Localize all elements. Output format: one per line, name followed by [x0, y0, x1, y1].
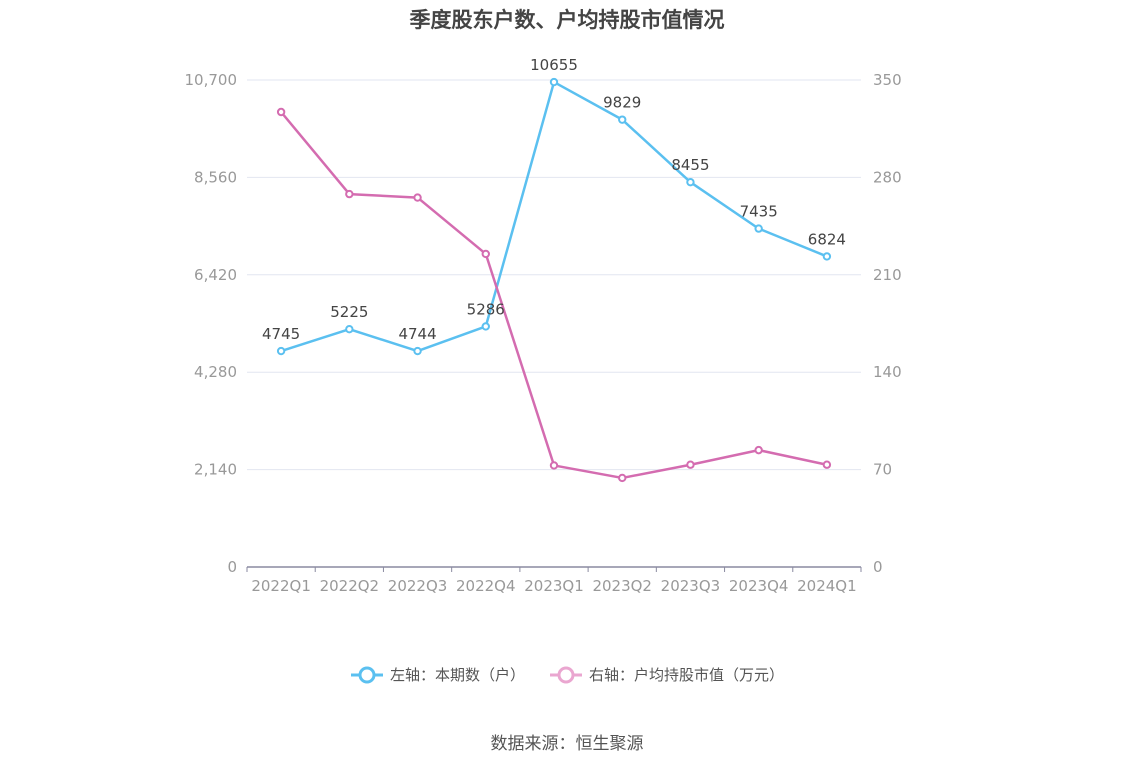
series-point-0: [618, 115, 627, 124]
left-tick-label: 2,140: [194, 461, 237, 479]
chart-title: 季度股东户数、户均持股市值情况: [409, 8, 725, 32]
left-tick-label: 6,420: [194, 266, 237, 284]
x-tick-label: 2024Q1: [797, 577, 857, 595]
right-tick-label: 140: [873, 363, 902, 381]
legend: 左轴：本期数（户） 右轴：户均持股市值（万元）: [0, 664, 1134, 685]
legend-item-left[interactable]: 左轴：本期数（户）: [350, 664, 525, 685]
axes: 0 0 2,140 70 4,280 140 6,420 210 8,560 280 10,700 3…: [185, 71, 902, 595]
right-tick-label: 70: [873, 461, 892, 479]
left-tick-label: 10,700: [185, 71, 238, 89]
left-tick-label: 8,560: [194, 168, 237, 186]
series-point-0: [481, 322, 490, 331]
grid: [247, 79, 861, 471]
line-chart: 0 0 2,140 70 4,280 140 6,420 210 8,560 280 10,700 3…: [185, 56, 902, 595]
data-label: 5286: [467, 300, 505, 318]
series-point-1: [481, 249, 490, 259]
series-point-0: [754, 224, 763, 233]
left-tick-label: 4,280: [194, 363, 237, 381]
data-label: 9829: [603, 94, 641, 112]
data-label: 7435: [740, 203, 778, 221]
source-note: 数据来源：恒生聚源: [490, 734, 644, 754]
series-point-1: [549, 461, 559, 470]
right-tick-label: 350: [873, 71, 902, 89]
data-label: 10655: [530, 56, 578, 74]
right-tick-label: 0: [873, 558, 883, 576]
legend-label-left: 左轴：本期数（户）: [389, 666, 525, 684]
right-tick-label: 280: [873, 168, 902, 186]
series: [276, 77, 832, 483]
x-tick-label: 2022Q2: [320, 577, 380, 595]
x-tick-label: 2023Q2: [592, 577, 652, 595]
series-point-0: [276, 346, 286, 356]
data-label: 6824: [808, 230, 846, 248]
data-label: 4744: [398, 325, 436, 343]
series-point-0: [549, 77, 559, 87]
series-point-0: [345, 324, 354, 334]
series-point-1: [822, 460, 832, 469]
series-point-1: [276, 107, 286, 117]
series-point-1: [413, 193, 422, 202]
series-point-0: [413, 346, 422, 356]
series-point-1: [754, 445, 763, 455]
data-label: 5225: [330, 303, 368, 321]
data-label: 4745: [262, 325, 300, 343]
series-point-0: [822, 252, 832, 261]
x-tick-label: 2023Q4: [729, 577, 789, 595]
right-tick-label: 210: [873, 266, 902, 284]
x-tick-label: 2023Q1: [524, 577, 584, 595]
left-tick-label: 0: [227, 558, 237, 576]
legend-marker-left-icon: [350, 666, 383, 683]
data-label: 8455: [671, 156, 709, 174]
x-tick-label: 2022Q4: [456, 577, 516, 595]
x-tick-label: 2022Q3: [388, 577, 448, 595]
series-point-1: [345, 189, 354, 199]
series-point-1: [618, 473, 627, 483]
series-line-1: [280, 111, 828, 480]
legend-marker-right-icon: [550, 666, 582, 683]
legend-label-right: 右轴：户均持股市值（万元）: [589, 666, 785, 684]
x-tick-label: 2023Q3: [661, 577, 721, 595]
x-tick-label: 2022Q1: [251, 577, 311, 595]
series-point-1: [686, 460, 695, 469]
series-point-0: [686, 177, 695, 187]
legend-item-right[interactable]: 右轴：户均持股市值（万元）: [549, 664, 784, 685]
data-labels: 4745 5225 4744 5286 10655 9829 8455 7435 6824: [262, 56, 846, 343]
